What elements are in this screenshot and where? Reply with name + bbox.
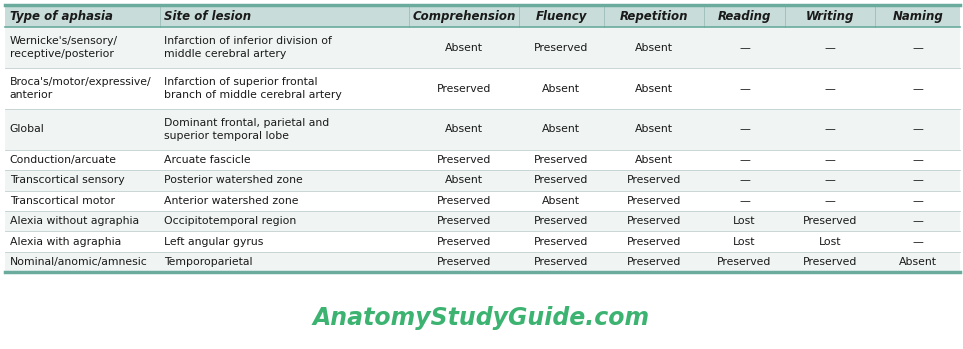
Text: —: — — [912, 216, 924, 226]
Text: Preserved: Preserved — [627, 176, 681, 185]
Bar — [5, 191, 960, 211]
Text: Dominant frontal, parietal and
superior temporal lobe: Dominant frontal, parietal and superior … — [165, 118, 329, 141]
Text: Preserved: Preserved — [803, 216, 857, 226]
Text: —: — — [825, 176, 836, 185]
Text: Infarction of inferior division of
middle cerebral artery: Infarction of inferior division of middl… — [165, 36, 332, 59]
Text: —: — — [825, 155, 836, 165]
Text: Repetition: Repetition — [619, 10, 688, 23]
Text: Global: Global — [10, 124, 44, 134]
Bar — [5, 5, 960, 27]
Text: Absent: Absent — [635, 84, 673, 94]
Text: —: — — [912, 124, 924, 134]
Text: Broca's/motor/expressive/
anterior: Broca's/motor/expressive/ anterior — [10, 77, 151, 100]
Text: Preserved: Preserved — [534, 155, 588, 165]
Text: Preserved: Preserved — [803, 257, 857, 267]
Text: Arcuate fascicle: Arcuate fascicle — [165, 155, 251, 165]
Text: Absent: Absent — [542, 196, 581, 206]
Text: Preserved: Preserved — [437, 155, 491, 165]
Text: —: — — [825, 196, 836, 206]
Text: —: — — [825, 84, 836, 94]
Text: Conduction/arcuate: Conduction/arcuate — [10, 155, 117, 165]
Text: Alexia with agraphia: Alexia with agraphia — [10, 237, 120, 247]
Text: Left angular gyrus: Left angular gyrus — [165, 237, 264, 247]
Text: Preserved: Preserved — [534, 257, 588, 267]
Text: —: — — [739, 155, 750, 165]
Text: —: — — [912, 43, 924, 53]
Text: Transcortical sensory: Transcortical sensory — [10, 176, 124, 185]
Bar — [5, 252, 960, 272]
Text: Preserved: Preserved — [534, 43, 588, 53]
Text: Temporoparietal: Temporoparietal — [165, 257, 253, 267]
Text: —: — — [912, 155, 924, 165]
Text: Preserved: Preserved — [437, 84, 491, 94]
Bar — [5, 231, 960, 252]
Text: Absent: Absent — [542, 84, 581, 94]
Text: Preserved: Preserved — [437, 237, 491, 247]
Text: —: — — [739, 84, 750, 94]
Text: Infarction of superior frontal
branch of middle cerebral artery: Infarction of superior frontal branch of… — [165, 77, 342, 100]
Text: Absent: Absent — [542, 124, 581, 134]
Bar — [5, 211, 960, 231]
Text: Preserved: Preserved — [627, 216, 681, 226]
Text: Absent: Absent — [635, 43, 673, 53]
Text: Preserved: Preserved — [627, 257, 681, 267]
Text: Lost: Lost — [733, 216, 756, 226]
Text: Preserved: Preserved — [717, 257, 771, 267]
Text: Writing: Writing — [806, 10, 854, 23]
Text: —: — — [912, 237, 924, 247]
Text: Nominal/anomic/amnesic: Nominal/anomic/amnesic — [10, 257, 147, 267]
Text: Transcortical motor: Transcortical motor — [10, 196, 115, 206]
Text: Preserved: Preserved — [437, 196, 491, 206]
Text: Comprehension: Comprehension — [412, 10, 515, 23]
Text: Reading: Reading — [717, 10, 771, 23]
Text: —: — — [739, 196, 750, 206]
Text: Posterior watershed zone: Posterior watershed zone — [165, 176, 303, 185]
Text: Preserved: Preserved — [534, 216, 588, 226]
Text: —: — — [912, 196, 924, 206]
Bar — [5, 170, 960, 191]
Text: Lost: Lost — [820, 237, 842, 247]
Text: Naming: Naming — [893, 10, 943, 23]
Text: Preserved: Preserved — [627, 196, 681, 206]
Text: Lost: Lost — [733, 237, 756, 247]
Text: Absent: Absent — [445, 124, 483, 134]
Text: Absent: Absent — [898, 257, 937, 267]
Text: Absent: Absent — [635, 124, 673, 134]
Text: Anterior watershed zone: Anterior watershed zone — [165, 196, 299, 206]
Text: —: — — [739, 43, 750, 53]
Text: Site of lesion: Site of lesion — [165, 10, 251, 23]
Text: Preserved: Preserved — [534, 176, 588, 185]
Text: Preserved: Preserved — [627, 237, 681, 247]
Text: Absent: Absent — [445, 43, 483, 53]
Text: AnatomyStudyGuide.com: AnatomyStudyGuide.com — [313, 306, 650, 329]
Text: Occipitotemporal region: Occipitotemporal region — [165, 216, 297, 226]
Text: Absent: Absent — [445, 176, 483, 185]
Bar — [5, 150, 960, 170]
Text: —: — — [912, 84, 924, 94]
Text: Preserved: Preserved — [534, 237, 588, 247]
Text: Preserved: Preserved — [437, 257, 491, 267]
Text: Wernicke's/sensory/
receptive/posterior: Wernicke's/sensory/ receptive/posterior — [10, 36, 117, 59]
Text: —: — — [739, 176, 750, 185]
Text: Type of aphasia: Type of aphasia — [10, 10, 113, 23]
Text: —: — — [739, 124, 750, 134]
Text: Fluency: Fluency — [535, 10, 587, 23]
Text: Alexia without agraphia: Alexia without agraphia — [10, 216, 139, 226]
Text: —: — — [825, 124, 836, 134]
Text: —: — — [912, 176, 924, 185]
Text: Preserved: Preserved — [437, 216, 491, 226]
Text: —: — — [825, 43, 836, 53]
Text: Absent: Absent — [635, 155, 673, 165]
